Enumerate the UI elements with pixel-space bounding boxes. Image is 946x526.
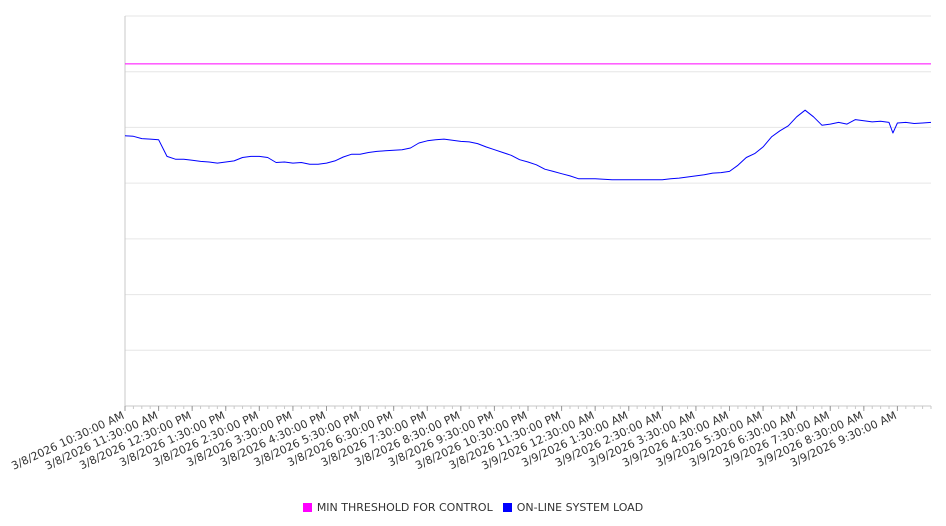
- axes: [124, 16, 932, 411]
- legend: MIN THRESHOLD FOR CONTROL ON-LINE SYSTEM…: [0, 498, 946, 516]
- legend-swatch-threshold: [302, 502, 312, 512]
- legend-label-system-load: ON-LINE SYSTEM LOAD: [516, 500, 644, 514]
- legend-label-threshold: MIN THRESHOLD FOR CONTROL: [316, 500, 493, 514]
- system-load-line: [124, 109, 932, 181]
- legend-item-threshold[interactable]: MIN THRESHOLD FOR CONTROL: [302, 500, 493, 514]
- legend-item-system-load[interactable]: ON-LINE SYSTEM LOAD: [502, 500, 644, 514]
- legend-swatch-system-load: [502, 502, 512, 512]
- x-tick-labels: 3/8/2026 10:30:00 AM3/8/2026 11:30:00 AM…: [9, 409, 898, 473]
- grid-lines: [125, 15, 931, 351]
- series-lines: [124, 63, 932, 181]
